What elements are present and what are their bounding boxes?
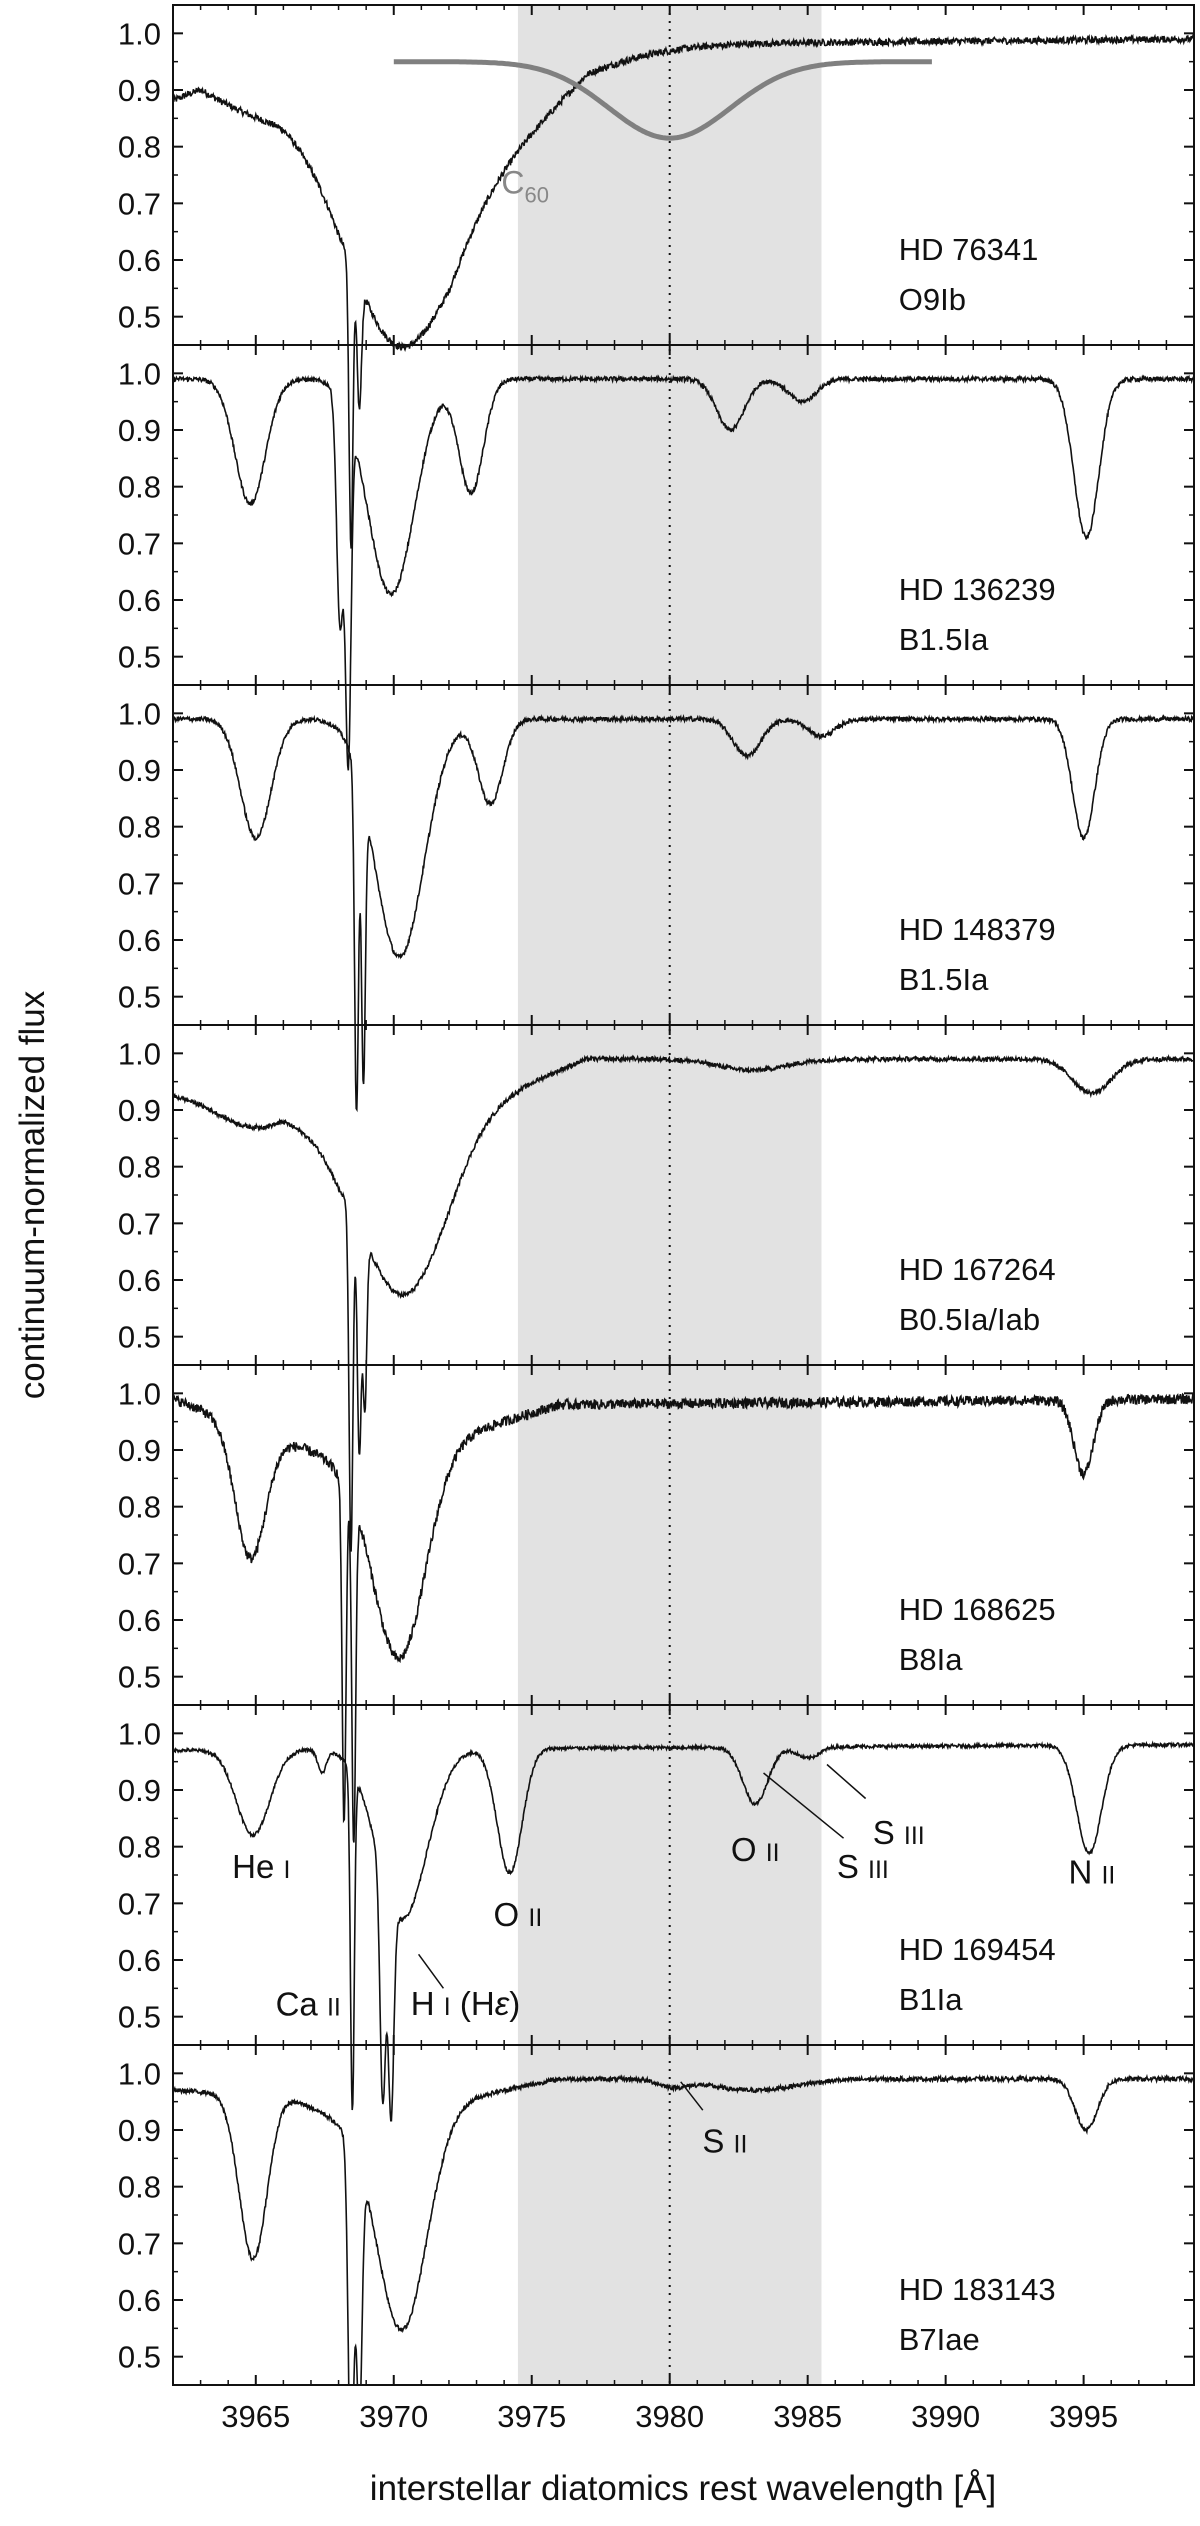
spectrum-line-1	[173, 33, 1194, 549]
y-tick-label: 0.5	[118, 2000, 161, 2035]
spectral-type: O9Ib	[899, 282, 966, 317]
spectrum-panel-1	[173, 33, 1194, 549]
y-tick-label: 0.8	[118, 1490, 161, 1525]
y-tick-label: 1.0	[118, 2056, 161, 2091]
spectrum-panel-3	[173, 713, 1194, 1113]
y-axis-title: continuum-normalized flux	[13, 990, 52, 1399]
x-axis-title: interstellar diatomics rest wavelength […	[370, 2469, 996, 2508]
y-tick-label: 0.6	[118, 1263, 161, 1298]
y-tick-label: 1.0	[118, 356, 161, 391]
y-tick-label: 0.6	[118, 1603, 161, 1638]
spectrum-panel-4	[173, 1053, 1194, 1552]
line-annotation: He I	[232, 1848, 290, 1885]
x-tick-label: 3975	[497, 2399, 566, 2434]
spectra-layer	[173, 33, 1194, 2386]
y-tick-label: 0.9	[118, 413, 161, 448]
line-annotation: O II	[731, 1831, 780, 1868]
line-annotation: S III	[837, 1848, 889, 1885]
y-tick-label: 0.9	[118, 753, 161, 788]
y-tick-label: 0.8	[118, 1830, 161, 1865]
y-tick-label: 0.7	[118, 526, 161, 561]
y-tick-label: 0.9	[118, 1433, 161, 1468]
star-name: HD 76341	[899, 232, 1039, 267]
c60-label: C60	[501, 165, 549, 208]
line-annotation: Ca II	[276, 1986, 341, 2023]
y-tick-label: 1.0	[118, 696, 161, 731]
spectral-type: B1.5Ia	[899, 962, 989, 997]
y-tick-label: 0.5	[118, 1320, 161, 1355]
y-tick-label: 0.5	[118, 980, 161, 1015]
star-name: HD 168625	[899, 1592, 1056, 1627]
y-tick-label: 0.9	[118, 1093, 161, 1128]
annotation-leader-line	[417, 1953, 445, 1989]
y-tick-label: 0.8	[118, 2170, 161, 2205]
frame-layer	[172, 4, 1195, 2386]
star-name: HD 148379	[899, 912, 1056, 947]
y-tick-label: 0.7	[118, 1546, 161, 1581]
y-tick-label: 0.5	[118, 300, 161, 335]
x-tick-label: 3985	[773, 2399, 842, 2434]
line-annotation: H I (Hε)	[411, 1985, 520, 2022]
spectral-type: B7Iae	[899, 2322, 980, 2357]
y-tick-label: 0.5	[118, 1660, 161, 1695]
y-tick-label: 0.8	[118, 130, 161, 165]
annotation-leader-line	[763, 1772, 845, 1839]
y-tick-label: 0.5	[118, 2340, 161, 2375]
background-layer	[517, 5, 822, 2385]
highlight-band	[517, 5, 822, 2385]
y-tick-label: 1.0	[118, 1716, 161, 1751]
spectrum-panel-5	[173, 1392, 1194, 1843]
line-annotation: N II	[1068, 1854, 1115, 1891]
star-name: HD 167264	[899, 1252, 1056, 1287]
y-tick-label: 0.8	[118, 470, 161, 505]
line-annotation: O II	[494, 1896, 543, 1933]
y-tick-label: 0.7	[118, 2226, 161, 2261]
star-name: HD 183143	[899, 2272, 1056, 2307]
spectrum-line-4	[173, 1053, 1194, 1552]
x-tick-label: 3995	[1049, 2399, 1118, 2434]
y-tick-label: 1.0	[118, 1376, 161, 1411]
spectrum-line-2	[173, 374, 1194, 771]
x-tick-label: 3990	[911, 2399, 980, 2434]
y-tick-label: 0.6	[118, 583, 161, 618]
y-tick-label: 0.6	[118, 923, 161, 958]
x-tick-label: 3970	[359, 2399, 428, 2434]
spectral-type: B0.5Ia/Iab	[899, 1302, 1040, 1337]
spectral-type: B8Ia	[899, 1642, 964, 1677]
x-tick-label: 3965	[221, 2399, 290, 2434]
spectrum-panel-2	[173, 374, 1194, 771]
star-name: HD 136239	[899, 572, 1056, 607]
y-tick-label: 0.9	[118, 2113, 161, 2148]
spectrum-panel-6	[173, 1740, 1194, 2122]
y-tick-label: 0.9	[118, 1773, 161, 1808]
spectrum-line-5	[173, 1392, 1194, 1843]
y-tick-label: 0.6	[118, 2283, 161, 2318]
annotation-leader-line	[680, 2081, 704, 2111]
c60-profile	[393, 59, 932, 141]
spectrum-line-3	[173, 713, 1194, 1113]
y-tick-label: 0.7	[118, 1886, 161, 1921]
y-tick-label: 0.5	[118, 640, 161, 675]
y-tick-label: 0.9	[118, 73, 161, 108]
spectral-type: B1.5Ia	[899, 622, 989, 657]
y-tick-label: 1.0	[118, 1036, 161, 1071]
y-tick-label: 0.7	[118, 1206, 161, 1241]
spectrum-line-6	[173, 1740, 1194, 2122]
annotation-leader-line	[826, 1763, 867, 1800]
star-name: HD 169454	[899, 1932, 1056, 1967]
y-tick-label: 0.6	[118, 243, 161, 278]
y-tick-label: 0.7	[118, 186, 161, 221]
label-layer: 0.5 0.6 0.7 0.8 0.9 1.0 HD 76341 O9Ib 0.5 0.6 0.7 0…	[118, 16, 1118, 2434]
y-tick-label: 1.0	[118, 16, 161, 51]
y-tick-label: 0.8	[118, 810, 161, 845]
y-tick-label: 0.6	[118, 1943, 161, 1978]
line-annotation: S III	[873, 1814, 925, 1851]
y-tick-label: 0.8	[118, 1150, 161, 1185]
y-tick-label: 0.7	[118, 866, 161, 901]
spectral-type: B1Ia	[899, 1982, 964, 2017]
line-annotation: S II	[702, 2123, 747, 2160]
x-tick-label: 3980	[635, 2399, 704, 2434]
